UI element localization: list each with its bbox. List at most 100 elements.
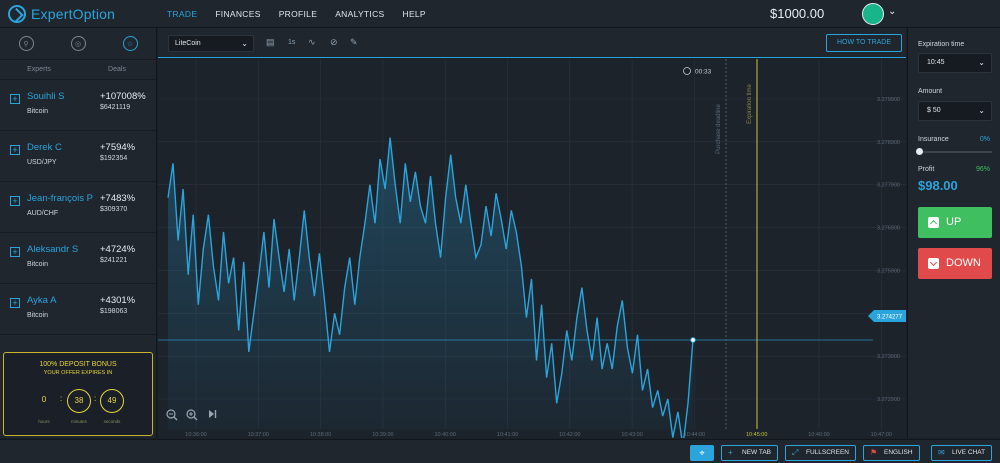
pencil-icon[interactable]: ✎ — [350, 37, 358, 47]
search-icon[interactable]: ⚲ — [18, 36, 34, 51]
x-tick-label: 10:43:00 — [621, 432, 642, 438]
tab-deals[interactable]: Deals — [108, 66, 126, 73]
price-area — [168, 137, 693, 438]
language-button[interactable]: ⚑ ENGLISH — [863, 445, 920, 461]
x-tick-label: 10:46:00 — [808, 432, 829, 438]
how-to-trade-button[interactable]: HOW TO TRADE — [826, 34, 902, 52]
expert-percent: +7594% — [100, 142, 136, 153]
price-chart[interactable]: Purchase deadline Expiration time 00:33 … — [158, 59, 906, 438]
x-tick-label: 10:38:00 — [310, 432, 331, 438]
logo-icon — [8, 5, 26, 23]
expert-name: Derek C — [27, 142, 62, 153]
plus-icon[interactable]: + — [10, 145, 20, 155]
expert-amount: $241221 — [100, 257, 128, 264]
expert-amount: $198063 — [100, 308, 128, 315]
fullscreen-icon: ⤢ — [792, 448, 799, 457]
top-header: ExpertOption TRADE FINANCES PROFILE ANAL… — [0, 0, 1000, 28]
x-tick-label: 10:36:00 — [185, 432, 206, 438]
y-tick-label: 3.272900 — [877, 397, 900, 403]
globe-icon[interactable]: ◎ — [70, 36, 86, 51]
zoom-out-icon[interactable] — [166, 409, 178, 421]
new-tab-button[interactable]: + NEW TAB — [721, 445, 779, 461]
timer-minutes-label: minutes — [71, 419, 87, 424]
chart-toolbar: LiteCoin ⌄ ▤ 1s ∿ ⊘ ✎ HOW TO TRADE — [158, 28, 906, 58]
fullscreen-button[interactable]: ⤢ FULLSCREEN — [785, 445, 856, 461]
expert-name: Jean-françois P — [27, 193, 93, 204]
insurance-slider-knob[interactable] — [916, 148, 923, 155]
chevron-down-icon[interactable]: ⌄ — [888, 6, 897, 17]
plus-icon[interactable]: + — [10, 196, 20, 206]
logo[interactable]: ExpertOption — [8, 5, 115, 23]
insurance-percent: 0% — [979, 136, 990, 143]
fullscreen-label: FULLSCREEN — [806, 449, 849, 456]
expert-percent: +4301% — [100, 295, 136, 306]
bottom-bar: ⌖ + NEW TAB ⤢ FULLSCREEN ⚑ ENGLISH ✉ LIV… — [0, 439, 1000, 463]
expert-list: + Souihli S Bitcoin +107008% $6421119 + … — [0, 80, 156, 335]
asset-select[interactable]: LiteCoin ⌄ — [168, 35, 254, 52]
expert-percent: +4724% — [100, 244, 136, 255]
timeframe-button[interactable]: 1s — [288, 39, 296, 46]
list-item[interactable]: + Jean-françois P AUD/CHF +7483% $309370 — [0, 182, 156, 233]
clock-icon — [683, 67, 691, 75]
avatar[interactable] — [862, 3, 884, 25]
x-tick-label: 10:40:00 — [434, 432, 455, 438]
profit-label: Profit — [918, 166, 935, 173]
deposit-bonus-banner[interactable]: 100% DEPOSIT BONUS YOUR OFFER EXPIRES IN… — [3, 352, 153, 436]
list-item[interactable]: + Aleksandr S Bitcoin +4724% $241221 — [0, 233, 156, 284]
drawing-tools-icon[interactable]: ⊘ — [330, 37, 338, 47]
expiration-time-select[interactable]: 10:45 ⌄ — [918, 53, 992, 73]
amount-label: Amount — [918, 88, 943, 95]
logo-text: ExpertOption — [31, 6, 116, 22]
insurance-slider-track[interactable] — [918, 151, 992, 153]
up-button[interactable]: UP — [918, 207, 992, 238]
y-tick-label: 3.277900 — [877, 183, 900, 189]
expiration-time-label: Expiration time — [747, 83, 753, 123]
target-icon[interactable]: ⌖ — [690, 445, 714, 461]
x-tick-label: 10:41:00 — [497, 432, 518, 438]
timer-hours-label: hours — [38, 419, 50, 424]
skip-to-end-icon[interactable] — [209, 410, 217, 418]
countdown-timer: 00:33 — [695, 69, 712, 76]
language-label: ENGLISH — [884, 449, 913, 456]
indicators-icon[interactable]: ∿ — [308, 37, 316, 47]
asset-select-value: LiteCoin — [175, 40, 201, 47]
list-item[interactable]: + Ayka A Bitcoin +4301% $198063 — [0, 284, 156, 335]
plus-icon[interactable]: + — [10, 298, 20, 308]
chart-type-icon[interactable]: ▤ — [266, 37, 275, 47]
nav-trade[interactable]: TRADE — [167, 9, 198, 19]
zoom-in-icon[interactable] — [186, 409, 198, 421]
list-item[interactable]: + Souihli S Bitcoin +107008% $6421119 — [0, 80, 156, 131]
x-tick-label: 10:39:00 — [372, 432, 393, 438]
timer-separator: : — [60, 394, 63, 403]
list-item[interactable]: + Derek C USD/JPY +7594% $192354 — [0, 131, 156, 182]
tab-experts[interactable]: Experts — [27, 66, 51, 73]
nav-help[interactable]: HELP — [402, 9, 426, 19]
current-price-tag: 3.274277 — [868, 310, 906, 322]
nav-profile[interactable]: PROFILE — [278, 9, 318, 19]
x-tick-label: 10:47:00 — [871, 432, 892, 438]
timer-seconds: 49 — [100, 389, 124, 413]
timer-separator: : — [94, 394, 97, 403]
up-button-label: UP — [946, 216, 962, 228]
new-tab-label: NEW TAB — [742, 449, 772, 456]
bonus-subtitle: YOUR OFFER EXPIRES IN — [43, 370, 113, 376]
bonus-title: 100% DEPOSIT BONUS — [39, 361, 117, 368]
timer-hours: 0 — [41, 395, 47, 404]
amount-select[interactable]: $ 50 ⌄ — [918, 101, 992, 121]
expiration-time-value: 10:45 — [927, 59, 945, 66]
star-icon[interactable]: ☆ — [122, 36, 138, 51]
price-chart-svg: Purchase deadline Expiration time 00:33 … — [158, 59, 906, 438]
down-button[interactable]: DOWN — [918, 248, 992, 279]
nav-finances[interactable]: FINANCES — [215, 9, 261, 19]
plus-icon[interactable]: + — [10, 94, 20, 104]
amount-value: $ 50 — [927, 107, 941, 114]
nav-analytics[interactable]: ANALYTICS — [335, 9, 385, 19]
live-chat-button[interactable]: ✉ LIVE CHAT — [931, 445, 993, 461]
price-line — [167, 137, 694, 438]
arrow-down-icon — [928, 258, 939, 269]
plus-icon[interactable]: + — [10, 247, 20, 257]
expert-amount: $192354 — [100, 155, 128, 162]
y-tick-label: 3.275900 — [877, 268, 900, 274]
account-balance[interactable]: $1000.00 — [770, 6, 825, 21]
expert-percent: +107008% — [100, 91, 146, 102]
